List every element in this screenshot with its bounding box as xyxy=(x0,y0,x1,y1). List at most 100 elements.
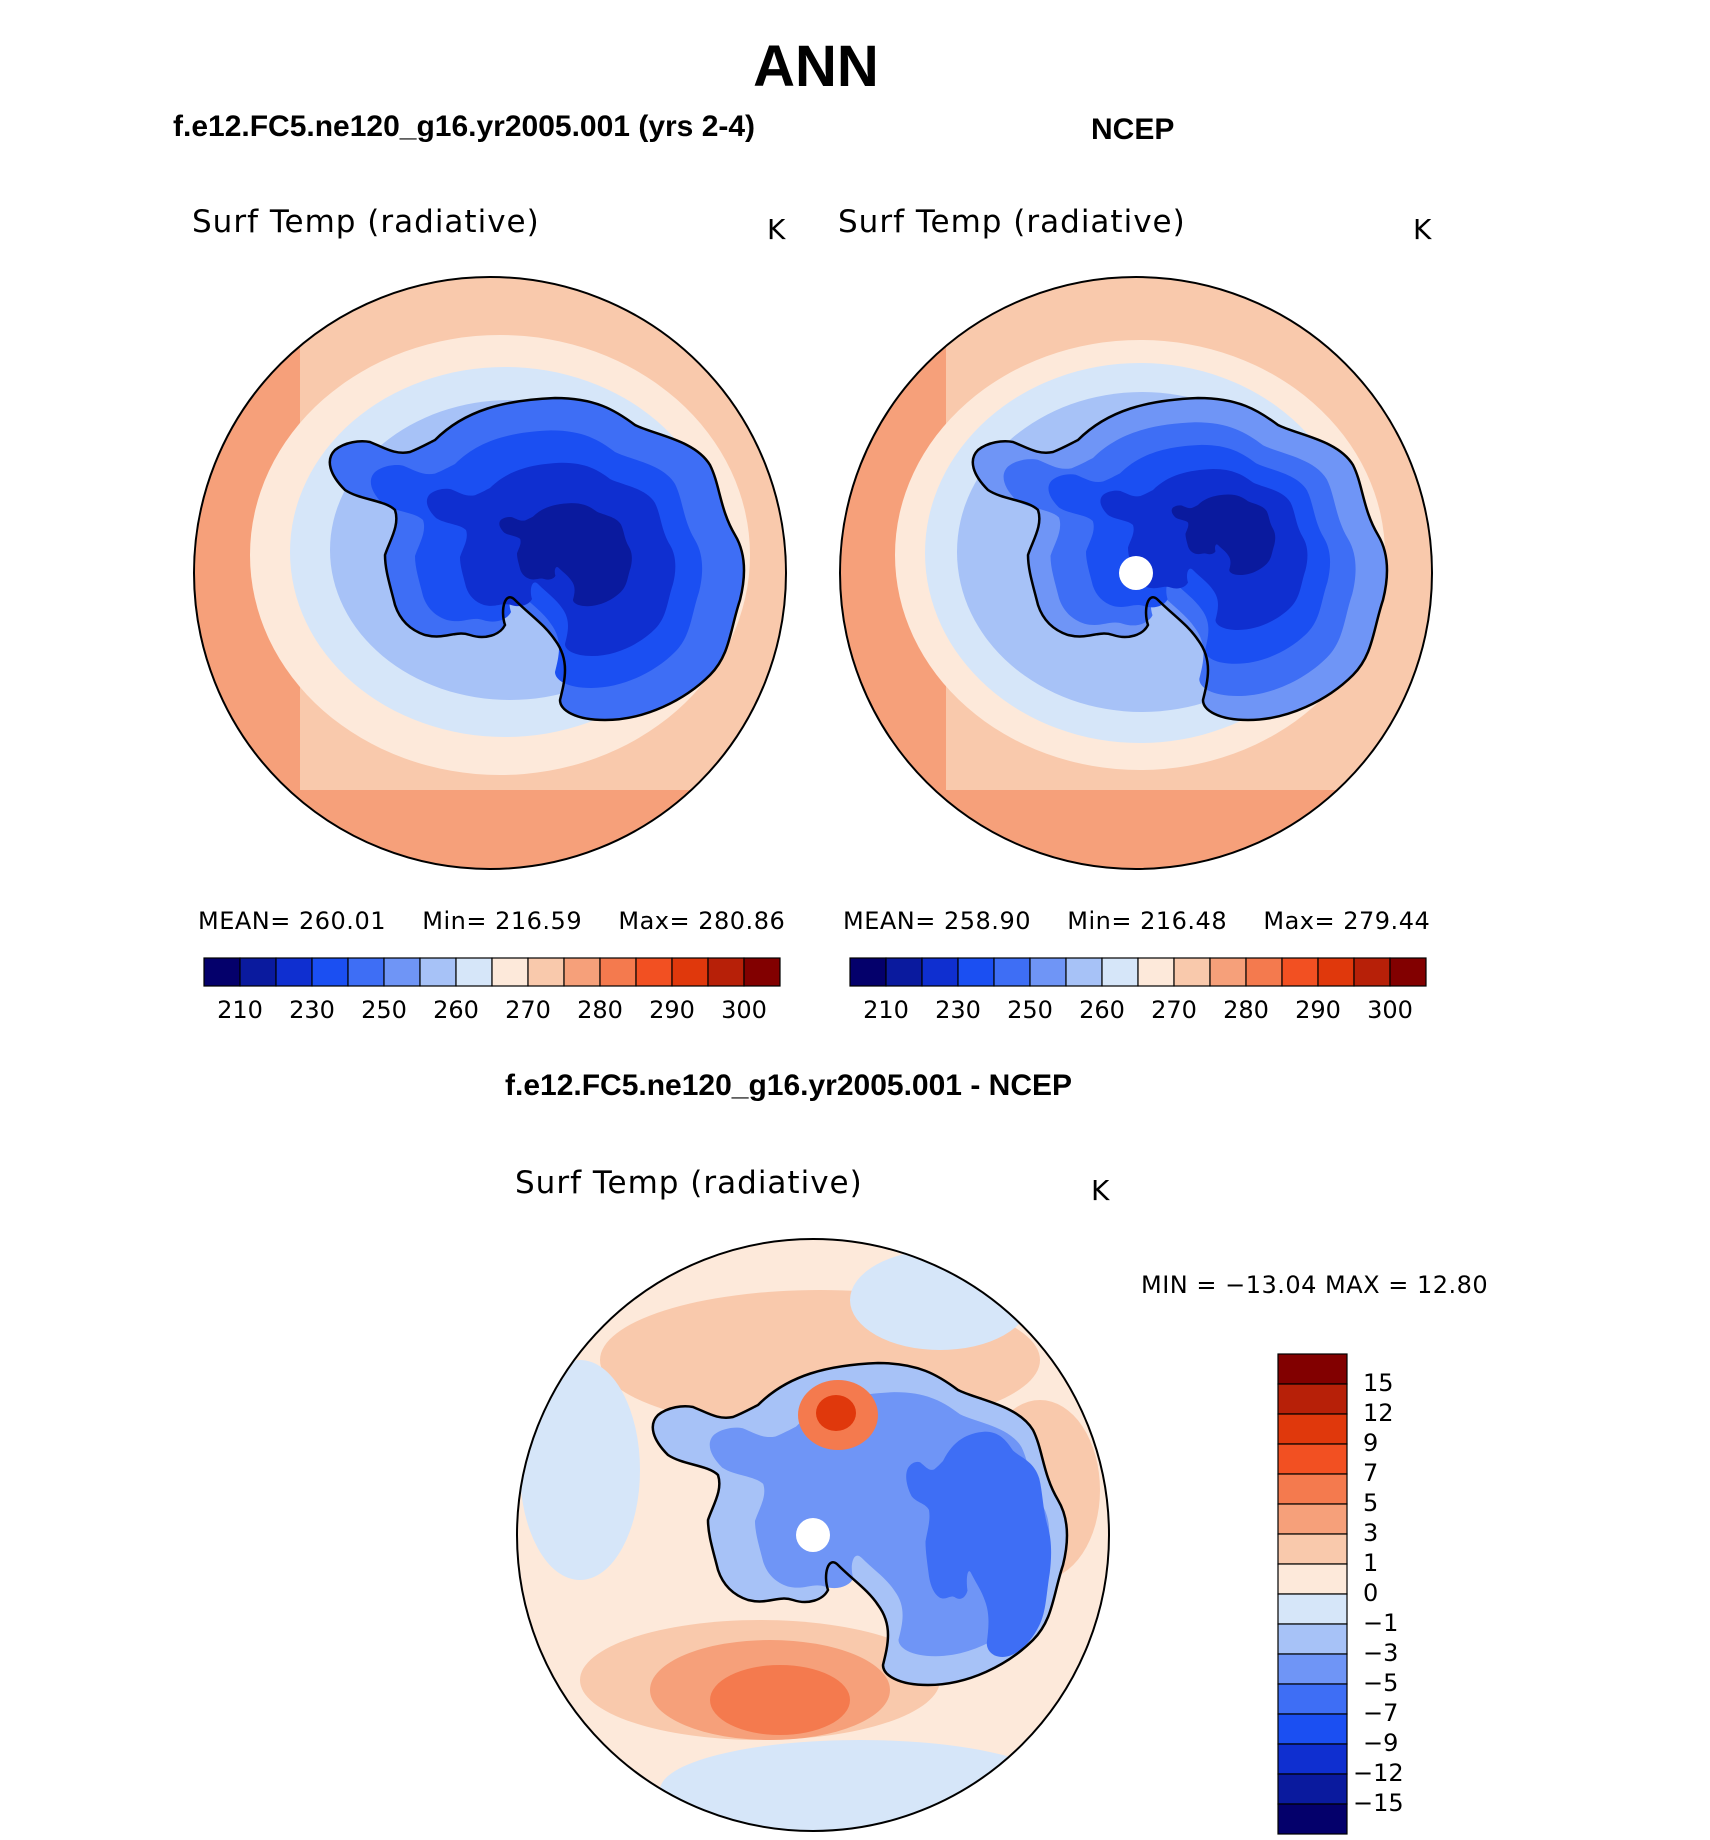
cbar2-tick: 250 xyxy=(1007,996,1053,1024)
colorbar-swatch xyxy=(1389,957,1427,987)
cbar3-tick: 3 xyxy=(1363,1519,1379,1547)
cbar1-tick: 230 xyxy=(289,996,335,1024)
colorbar-swatch xyxy=(1277,1533,1348,1565)
colorbar-swatch xyxy=(1353,957,1391,987)
panel-1-min-label: Min= xyxy=(422,907,487,935)
panel-2-units-label: K xyxy=(1413,213,1432,246)
cbar1-tick: 270 xyxy=(505,996,551,1024)
colorbar-swatch xyxy=(635,957,673,987)
colorbar-swatch xyxy=(1317,957,1355,987)
panel-1-max-label: Max= xyxy=(618,907,691,935)
cbar1-tick: 250 xyxy=(361,996,407,1024)
diff-variable-label: Surf Temp (radiative) xyxy=(515,1165,863,1201)
panel-2-stats: MEAN= 258.90 Min= 216.48 Max= 279.44 xyxy=(843,909,1430,933)
colorbar-swatch xyxy=(311,957,349,987)
cbar1-tick: 260 xyxy=(433,996,479,1024)
colorbar-swatch xyxy=(1173,957,1211,987)
colorbar-difference xyxy=(1277,1353,1348,1835)
colorbar-swatch xyxy=(527,957,565,987)
colorbar-swatch xyxy=(1209,957,1247,987)
panel-1-mean-value: 260.01 xyxy=(299,907,386,935)
colorbar-swatch xyxy=(275,957,313,987)
colorbar-swatch xyxy=(1137,957,1175,987)
colorbar-swatch xyxy=(1277,1803,1348,1835)
cbar1-tick: 210 xyxy=(217,996,263,1024)
panel-2-mean-label: MEAN= xyxy=(843,907,936,935)
colorbar-swatch xyxy=(1277,1383,1348,1415)
cbar3-tick: 5 xyxy=(1363,1489,1379,1517)
cbar3-tick: 0 xyxy=(1363,1579,1379,1607)
colorbar-swatch xyxy=(239,957,277,987)
colorbar-swatch xyxy=(1277,1443,1348,1475)
cbar3-tick: −3 xyxy=(1363,1639,1399,1667)
cbar3-tick: −7 xyxy=(1363,1699,1399,1727)
map-panel-model-border xyxy=(193,276,787,870)
cbar2-tick: 270 xyxy=(1151,996,1197,1024)
colorbar-swatch xyxy=(993,957,1031,987)
cbar3-tick: 7 xyxy=(1363,1459,1379,1487)
cbar1-tick: 290 xyxy=(649,996,695,1024)
panel-2-case-title: NCEP xyxy=(1091,113,1175,146)
colorbar-swatch xyxy=(1277,1653,1348,1685)
colorbar-swatch xyxy=(1277,1773,1348,1805)
colorbar-swatch xyxy=(491,957,529,987)
colorbar-swatch xyxy=(1277,1683,1348,1715)
colorbar-swatch xyxy=(599,957,637,987)
map-panel-model xyxy=(194,277,786,869)
diff-units-label: K xyxy=(1091,1174,1110,1207)
colorbar-swatch xyxy=(1277,1593,1348,1625)
panel-2-max-value: 279.44 xyxy=(1343,907,1431,935)
colorbar-swatch xyxy=(921,957,959,987)
cbar3-tick: 15 xyxy=(1363,1369,1394,1397)
colorbar-swatch xyxy=(1245,957,1283,987)
cbar3-tick: −15 xyxy=(1353,1789,1404,1817)
cbar1-tick: 300 xyxy=(721,996,767,1024)
colorbar-swatch xyxy=(849,957,887,987)
panel-2-mean-value: 258.90 xyxy=(944,907,1031,935)
panel-2-variable-label: Surf Temp (radiative) xyxy=(838,204,1186,240)
colorbar-swatch xyxy=(455,957,493,987)
cbar3-tick: −9 xyxy=(1363,1729,1399,1757)
panel-1-mean-label: MEAN= xyxy=(198,907,291,935)
map-panel-difference xyxy=(517,1239,1109,1831)
colorbar-swatch xyxy=(707,957,745,987)
panel-1-max-value: 280.86 xyxy=(698,907,786,935)
colorbar-panel-2 xyxy=(849,957,1427,987)
colorbar-swatch xyxy=(743,957,781,987)
cbar2-tick: 280 xyxy=(1223,996,1269,1024)
panel-1-units-label: K xyxy=(767,213,786,246)
colorbar-swatch xyxy=(563,957,601,987)
panel-2-min-label: Min= xyxy=(1067,907,1132,935)
colorbar-swatch xyxy=(1277,1743,1348,1775)
colorbar-swatch xyxy=(1277,1353,1348,1385)
colorbar-swatch xyxy=(1277,1473,1348,1505)
main-title: ANN xyxy=(753,34,879,99)
map-panel-difference-border xyxy=(516,1238,1110,1832)
colorbar-swatch xyxy=(1065,957,1103,987)
colorbar-swatch xyxy=(347,957,385,987)
panel-1-min-value: 216.59 xyxy=(495,907,583,935)
diff-case-title: f.e12.FC5.ne120_g16.yr2005.001 - NCEP xyxy=(505,1069,1072,1102)
colorbar-swatch xyxy=(419,957,457,987)
panel-2-min-value: 216.48 xyxy=(1140,907,1228,935)
colorbar-swatch xyxy=(1277,1413,1348,1445)
cbar2-tick: 290 xyxy=(1295,996,1341,1024)
colorbar-swatch xyxy=(671,957,709,987)
cbar1-tick: 280 xyxy=(577,996,623,1024)
cbar3-tick: −1 xyxy=(1363,1609,1399,1637)
panel-1-case-title: f.e12.FC5.ne120_g16.yr2005.001 (yrs 2-4) xyxy=(173,110,756,143)
colorbar-panel-1 xyxy=(203,957,781,987)
colorbar-swatch xyxy=(1277,1713,1348,1745)
diff-stats: MIN = −13.04 MAX = 12.80 xyxy=(1141,1271,1489,1299)
colorbar-swatch xyxy=(957,957,995,987)
cbar2-tick: 260 xyxy=(1079,996,1125,1024)
map-panel-ncep xyxy=(840,277,1432,869)
panel-1-stats: MEAN= 260.01 Min= 216.59 Max= 280.86 xyxy=(198,909,785,933)
panel-2-max-label: Max= xyxy=(1263,907,1336,935)
colorbar-swatch xyxy=(1029,957,1067,987)
panel-1-variable-label: Surf Temp (radiative) xyxy=(192,204,540,240)
colorbar-swatch xyxy=(1101,957,1139,987)
colorbar-swatch xyxy=(1277,1563,1348,1595)
colorbar-swatch xyxy=(383,957,421,987)
